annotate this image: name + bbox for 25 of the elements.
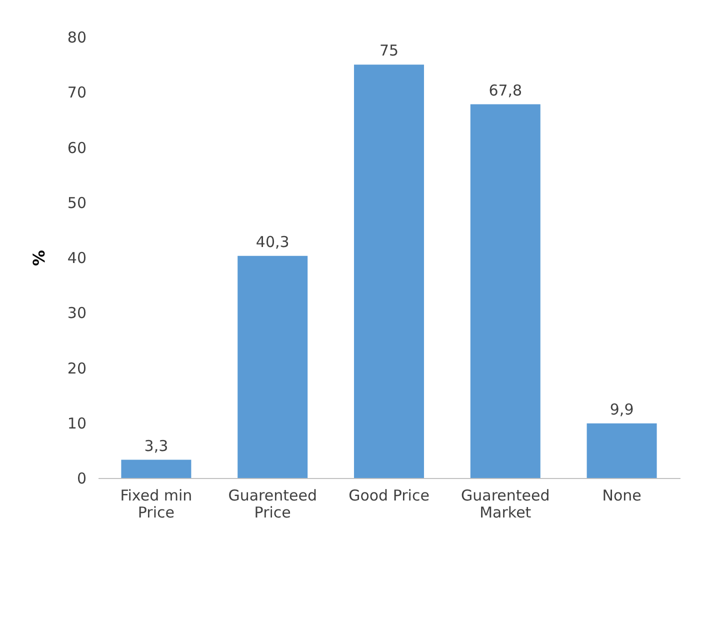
y-tick-label: 0: [76, 470, 86, 488]
data-label: 40,3: [256, 232, 290, 251]
y-tick-label: 50: [67, 194, 86, 212]
bar: [586, 423, 657, 478]
data-label: 75: [379, 42, 399, 60]
bar: [470, 104, 540, 478]
y-tick-label: 20: [67, 359, 86, 378]
x-tick-label: Guarenteed Price: [228, 486, 317, 522]
y-axis-title: %: [29, 250, 48, 266]
data-label: 9,9: [610, 400, 634, 418]
x-tick-label: Good Price: [348, 486, 430, 504]
y-tick-label: 30: [67, 304, 86, 322]
x-tick-label: Guarenteed Market: [461, 486, 550, 522]
y-tick-label: 10: [67, 414, 86, 432]
x-tick-label: None: [602, 486, 642, 504]
x-tick-label: Fixed min Price: [120, 486, 192, 522]
bar: [121, 460, 192, 478]
data-label: 67,8: [488, 81, 522, 100]
bar: [238, 256, 308, 478]
y-tick-label: 80: [67, 28, 86, 46]
bar: [354, 64, 424, 478]
data-label: 3,3: [144, 436, 168, 455]
y-tick-label: 70: [67, 84, 86, 102]
y-tick-label: 60: [67, 138, 86, 157]
y-tick-label: 40: [67, 249, 86, 267]
